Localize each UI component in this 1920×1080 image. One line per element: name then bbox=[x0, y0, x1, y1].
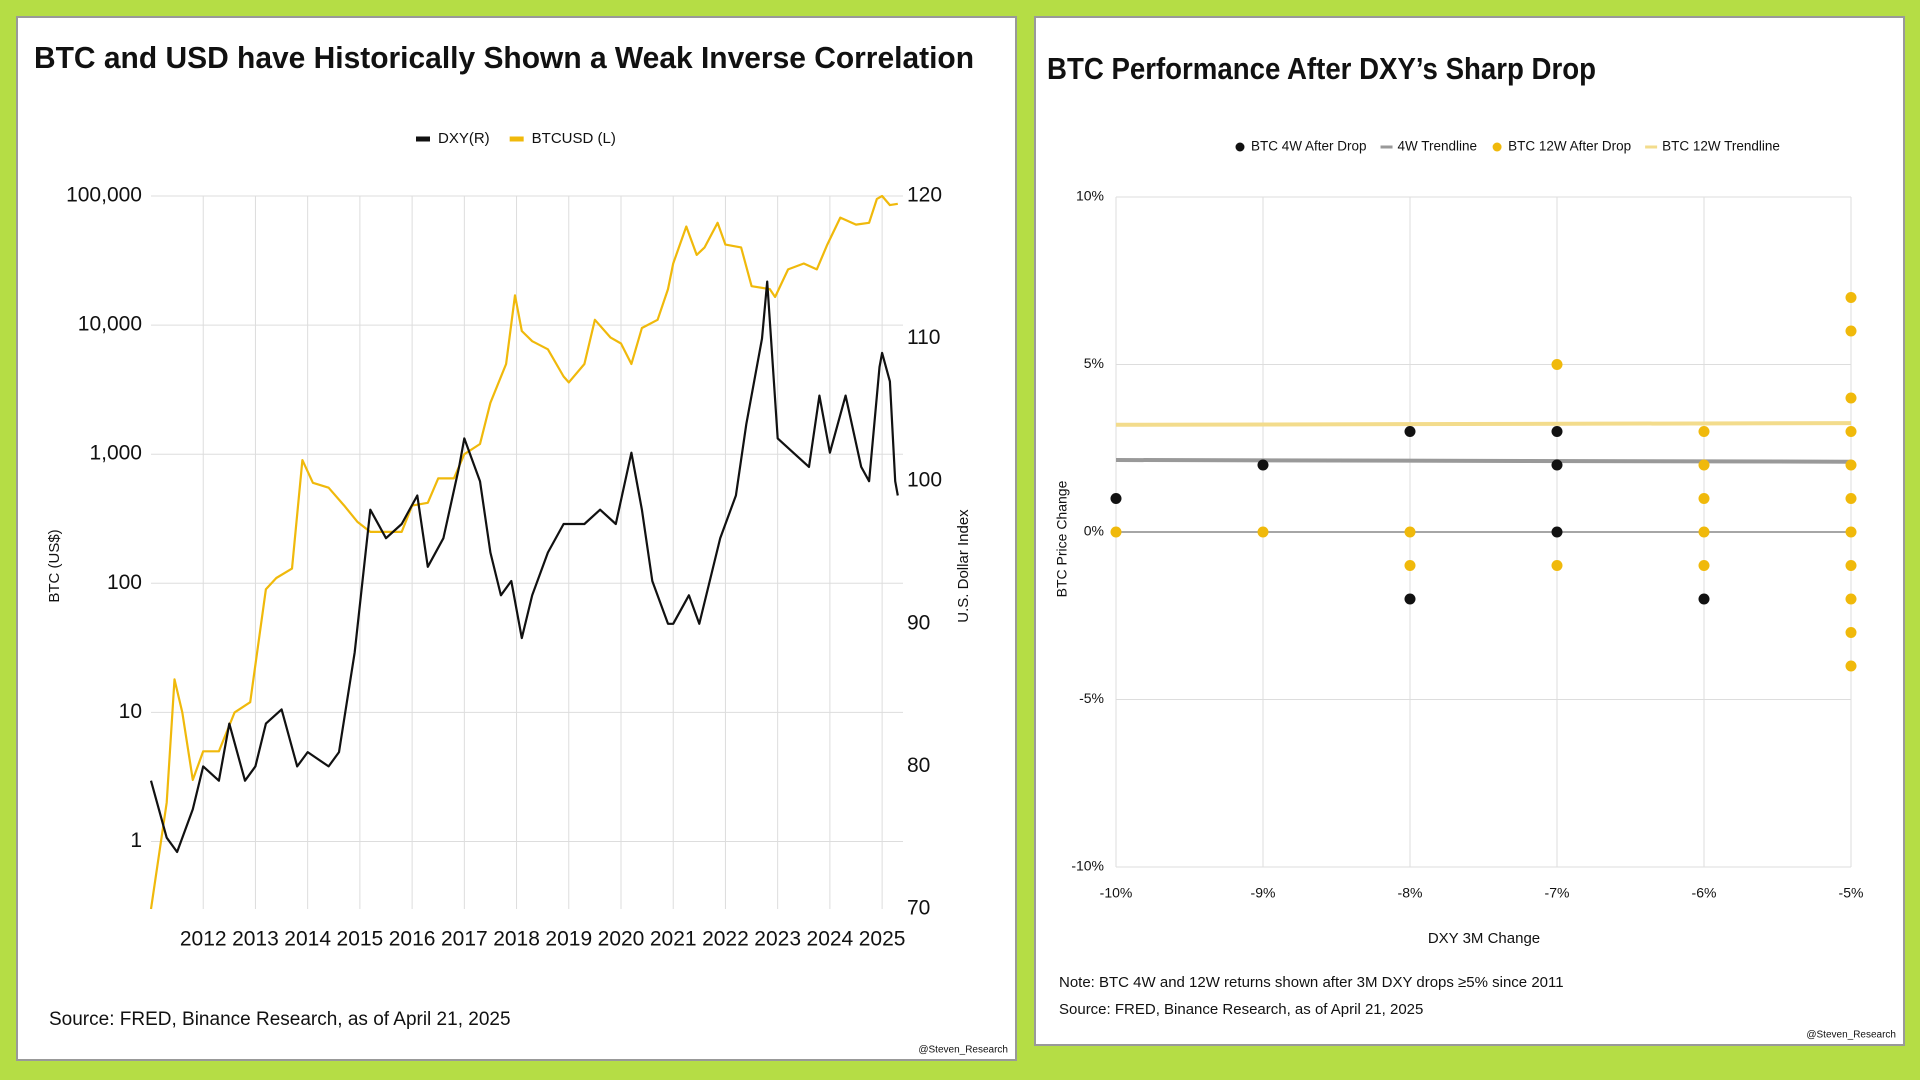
y-tick-label: 100 bbox=[107, 571, 142, 594]
point bbox=[1845, 392, 1857, 404]
source: Source: FRED, Binance Research, as of Ap… bbox=[49, 1009, 511, 1030]
y-tick-label: 0% bbox=[1084, 523, 1104, 539]
x-tick-label: 2012 bbox=[180, 928, 227, 951]
point bbox=[1845, 493, 1857, 504]
point bbox=[1551, 359, 1563, 370]
point bbox=[1845, 459, 1857, 471]
x-tick-label: 2016 bbox=[389, 928, 436, 951]
y-tick-label: 10,000 bbox=[78, 313, 142, 336]
x-tick-label: 2023 bbox=[754, 928, 801, 951]
y-tick-label: -10% bbox=[1071, 858, 1104, 874]
watermark: @Steven_Research bbox=[918, 1045, 1008, 1056]
point bbox=[1698, 593, 1710, 605]
point bbox=[1845, 526, 1857, 538]
point bbox=[1845, 593, 1857, 605]
point bbox=[1845, 426, 1857, 437]
x-tick-label: 2024 bbox=[807, 928, 854, 951]
legend-label: BTC 12W After Drop bbox=[1508, 139, 1631, 154]
point bbox=[1845, 325, 1857, 337]
x-tick-label: 2020 bbox=[598, 928, 645, 951]
x-tick-label: -8% bbox=[1398, 885, 1423, 901]
point bbox=[1404, 426, 1416, 437]
series-line bbox=[149, 280, 899, 854]
point bbox=[1845, 560, 1857, 571]
x-tick-label: 2013 bbox=[232, 928, 279, 951]
point bbox=[1257, 526, 1269, 538]
point bbox=[1845, 660, 1857, 672]
y2-tick-label: 70 bbox=[907, 897, 930, 920]
point bbox=[1698, 526, 1710, 538]
legend-swatch bbox=[1492, 142, 1502, 152]
x-tick-label: 2025 bbox=[859, 928, 906, 951]
point bbox=[1110, 526, 1122, 538]
y2-tick-label: 110 bbox=[907, 326, 940, 349]
y2-tick-label: 80 bbox=[907, 754, 930, 777]
point bbox=[1404, 560, 1416, 571]
y-tick-label: 5% bbox=[1084, 355, 1104, 371]
point bbox=[1551, 560, 1563, 571]
x-tick-label: 2022 bbox=[702, 928, 749, 951]
y-tick-label: 100,000 bbox=[66, 184, 142, 207]
x-tick-label: -6% bbox=[1692, 885, 1717, 901]
y-tick-label: 1,000 bbox=[89, 442, 142, 465]
chart-title: BTC Performance After DXY’s Sharp Drop bbox=[1047, 51, 1596, 86]
x-tick-label: -9% bbox=[1251, 885, 1276, 901]
legend-label: BTCUSD (L) bbox=[532, 130, 616, 147]
panel-right bbox=[1034, 16, 1905, 1046]
watermark: @Steven_Research bbox=[1806, 1030, 1896, 1041]
point bbox=[1845, 292, 1857, 303]
legend-label: 4W Trendline bbox=[1398, 139, 1478, 154]
trendline bbox=[1115, 421, 1852, 427]
series-line bbox=[149, 194, 898, 910]
y2-tick-label: 90 bbox=[907, 611, 930, 634]
y2-tick-label: 120 bbox=[907, 184, 942, 207]
x-tick-label: 2015 bbox=[337, 928, 384, 951]
point bbox=[1698, 426, 1710, 437]
legend-swatch bbox=[1235, 142, 1245, 152]
x-tick-label: -5% bbox=[1839, 885, 1864, 901]
x-tick-label: 2021 bbox=[650, 928, 697, 951]
y-tick-label: 10% bbox=[1076, 188, 1104, 204]
x-tick-label: -10% bbox=[1100, 885, 1133, 901]
note: Source: FRED, Binance Research, as of Ap… bbox=[1059, 1001, 1423, 1018]
y-axis-title: BTC (US$) bbox=[46, 529, 63, 602]
y-tick-label: -5% bbox=[1079, 690, 1104, 706]
x-tick-label: 2017 bbox=[441, 928, 488, 951]
point bbox=[1698, 459, 1710, 471]
x-axis-title: DXY 3M Change bbox=[1428, 930, 1540, 947]
point bbox=[1257, 459, 1269, 471]
x-tick-label: -7% bbox=[1545, 885, 1570, 901]
y-tick-label: 10 bbox=[119, 700, 142, 723]
y2-axis-title: U.S. Dollar Index bbox=[955, 509, 972, 623]
point bbox=[1404, 593, 1416, 605]
y-tick-label: 1 bbox=[130, 829, 142, 852]
point bbox=[1404, 526, 1416, 538]
point bbox=[1698, 493, 1710, 504]
point bbox=[1698, 560, 1710, 571]
legend-label: BTC 4W After Drop bbox=[1251, 139, 1367, 154]
point bbox=[1110, 493, 1122, 504]
note: Note: BTC 4W and 12W returns shown after… bbox=[1059, 974, 1564, 991]
point bbox=[1551, 526, 1563, 538]
y-axis-title: BTC Price Change bbox=[1054, 480, 1070, 597]
trendline bbox=[1115, 458, 1852, 464]
y2-tick-label: 100 bbox=[907, 469, 942, 492]
legend-label: BTC 12W Trendline bbox=[1662, 139, 1780, 154]
point bbox=[1845, 627, 1857, 638]
point bbox=[1551, 426, 1563, 437]
x-tick-label: 2019 bbox=[545, 928, 592, 951]
x-tick-label: 2018 bbox=[493, 928, 540, 951]
point bbox=[1551, 459, 1563, 471]
x-tick-label: 2014 bbox=[284, 928, 331, 951]
chart-title: BTC and USD have Historically Shown a We… bbox=[34, 40, 974, 75]
legend-label: DXY(R) bbox=[438, 130, 490, 147]
